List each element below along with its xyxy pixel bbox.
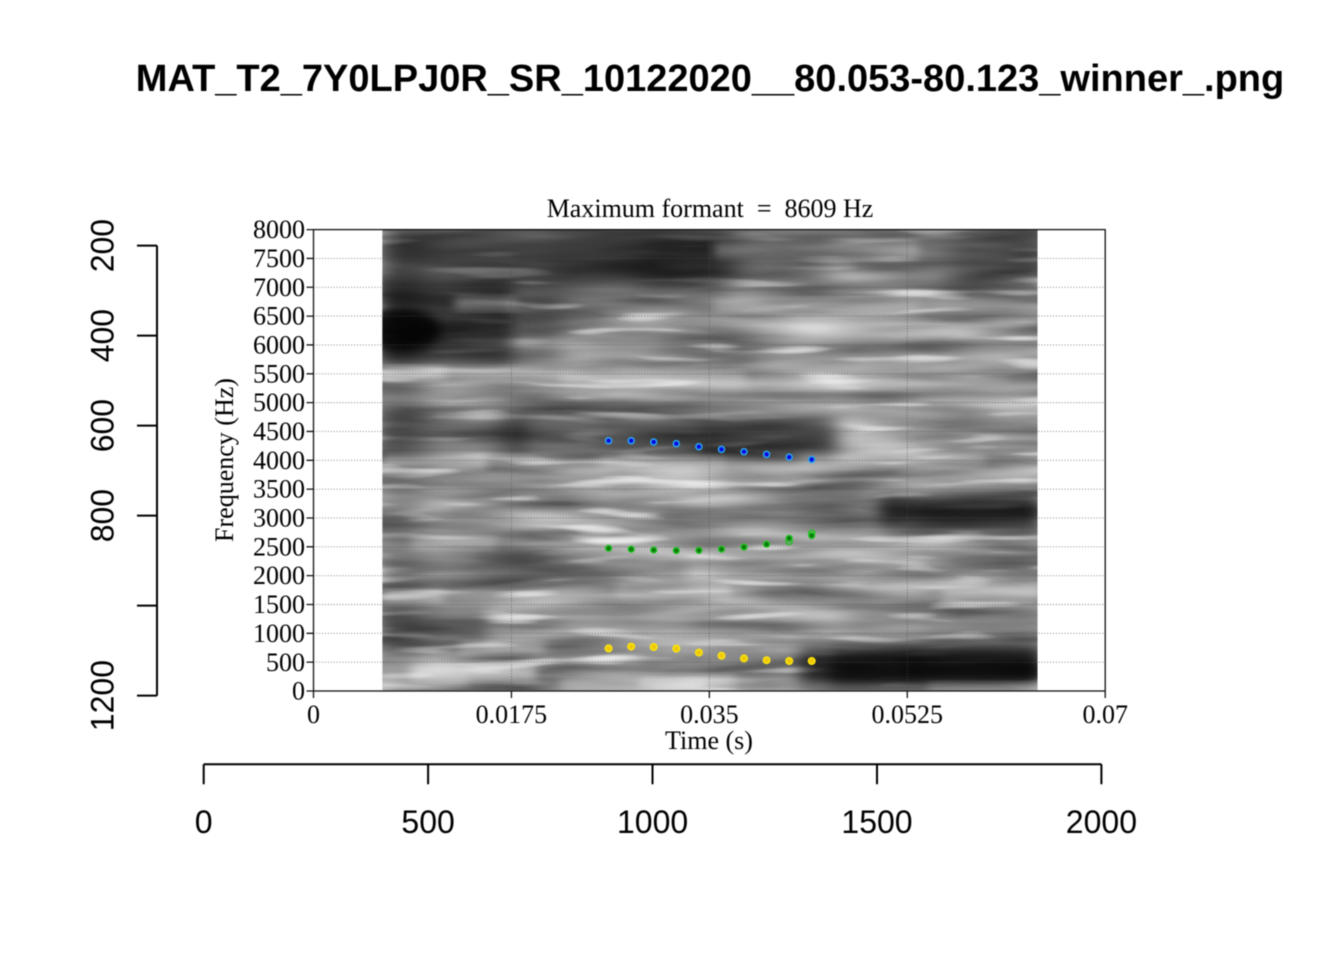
svg-text:4500: 4500	[253, 417, 305, 446]
svg-text:Maximum formant = 8609 Hz: Maximum formant = 8609 Hz	[547, 194, 874, 223]
svg-text:400: 400	[85, 309, 121, 362]
svg-text:0.07: 0.07	[1082, 700, 1128, 729]
svg-text:MAT_T2_7Y0LPJ0R_SR_10122020__8: MAT_T2_7Y0LPJ0R_SR_10122020__80.053-80.1…	[136, 58, 1284, 100]
svg-text:6500: 6500	[253, 302, 305, 331]
svg-text:3500: 3500	[253, 475, 305, 504]
svg-text:0: 0	[292, 677, 305, 706]
svg-text:6000: 6000	[253, 331, 305, 360]
svg-text:8000: 8000	[253, 215, 305, 244]
svg-text:600: 600	[85, 399, 121, 452]
svg-text:4000: 4000	[253, 446, 305, 475]
svg-text:3000: 3000	[253, 504, 305, 533]
svg-text:7000: 7000	[253, 273, 305, 302]
svg-text:2000: 2000	[1066, 804, 1137, 840]
svg-text:0.0525: 0.0525	[872, 700, 944, 729]
svg-text:200: 200	[85, 219, 121, 272]
svg-text:2500: 2500	[253, 532, 305, 561]
svg-text:800: 800	[85, 489, 121, 542]
svg-text:1000: 1000	[617, 804, 688, 840]
svg-text:0.035: 0.035	[680, 700, 739, 729]
svg-text:500: 500	[401, 804, 454, 840]
svg-text:1500: 1500	[841, 804, 912, 840]
svg-text:2000: 2000	[253, 561, 305, 590]
svg-text:5000: 5000	[253, 388, 305, 417]
svg-text:500: 500	[266, 648, 305, 677]
svg-text:Time (s): Time (s)	[665, 726, 753, 755]
svg-text:Frequency (Hz): Frequency (Hz)	[210, 378, 239, 542]
svg-text:0: 0	[307, 700, 320, 729]
svg-text:0.0175: 0.0175	[476, 700, 548, 729]
svg-text:1000: 1000	[253, 619, 305, 648]
svg-text:0: 0	[195, 804, 213, 840]
svg-text:1500: 1500	[253, 590, 305, 619]
svg-text:7500: 7500	[253, 244, 305, 273]
svg-text:1200: 1200	[85, 660, 121, 731]
svg-text:5500: 5500	[253, 359, 305, 388]
